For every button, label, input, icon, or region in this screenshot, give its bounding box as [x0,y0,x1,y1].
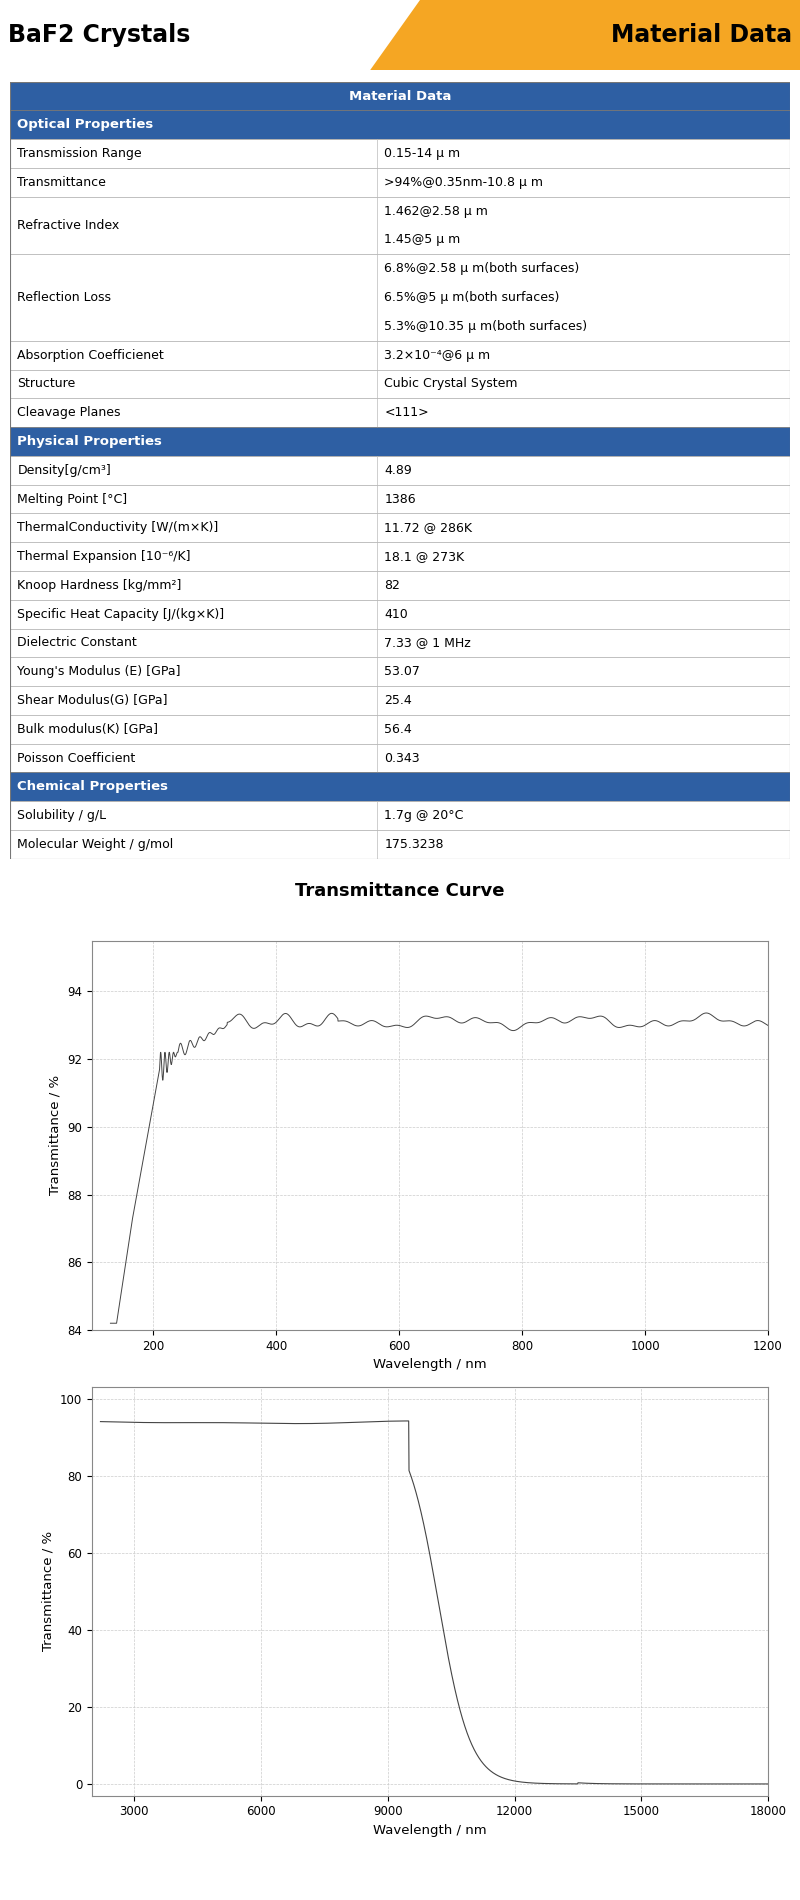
Bar [10,139,790,167]
Text: 3.2×10⁻⁴@6 μ m: 3.2×10⁻⁴@6 μ m [384,348,490,361]
Text: 6.5%@5 μ m(both surfaces): 6.5%@5 μ m(both surfaces) [384,291,560,304]
Text: 11.72 @ 286K: 11.72 @ 286K [384,521,472,534]
Bar [10,82,790,110]
Text: 7.33 @ 1 MHz: 7.33 @ 1 MHz [384,636,471,650]
Text: 82: 82 [384,580,400,593]
Text: 1386: 1386 [384,492,416,505]
Bar [10,110,790,139]
Bar [10,714,790,743]
Text: Poisson Coefficient: Poisson Coefficient [18,752,136,764]
Text: 1.45@5 μ m: 1.45@5 μ m [384,234,461,247]
Text: 0.343: 0.343 [384,752,420,764]
Text: Cleavage Planes: Cleavage Planes [18,407,121,420]
Text: 175.3238: 175.3238 [384,838,444,851]
Bar [10,340,790,369]
Bar [10,255,790,340]
Text: 53.07: 53.07 [384,665,420,678]
Text: Physical Properties: Physical Properties [18,435,162,448]
Text: 5.3%@10.35 μ m(both surfaces): 5.3%@10.35 μ m(both surfaces) [384,319,587,332]
Bar [10,167,790,198]
Text: Thermal Expansion [10⁻⁶/K]: Thermal Expansion [10⁻⁶/K] [18,551,191,562]
Bar [10,773,790,802]
Bar [10,830,790,859]
Text: Absorption Coefficienet: Absorption Coefficienet [18,348,164,361]
Text: Young's Modulus (E) [GPa]: Young's Modulus (E) [GPa] [18,665,181,678]
Text: Knoop Hardness [kg/mm²]: Knoop Hardness [kg/mm²] [18,580,182,593]
Text: Chemical Properties: Chemical Properties [18,781,169,794]
Bar [10,513,790,541]
Text: 18.1 @ 273K: 18.1 @ 273K [384,551,465,562]
Bar [10,686,790,714]
Bar [10,572,790,600]
Text: Cubic Crystal System: Cubic Crystal System [384,378,518,390]
Bar [10,743,790,773]
Text: Structure: Structure [18,378,76,390]
X-axis label: Wavelength / nm: Wavelength / nm [373,1358,487,1372]
Text: Solubility / g/L: Solubility / g/L [18,809,106,823]
Bar [10,657,790,686]
Polygon shape [370,0,800,70]
Bar [10,600,790,629]
Text: 25.4: 25.4 [384,694,412,707]
Text: Molecular Weight / g/mol: Molecular Weight / g/mol [18,838,174,851]
Bar [10,399,790,428]
Text: Density[g/cm³]: Density[g/cm³] [18,464,111,477]
Bar [10,542,790,572]
Text: Bulk modulus(K) [GPa]: Bulk modulus(K) [GPa] [18,722,158,735]
Text: Melting Point [°C]: Melting Point [°C] [18,492,127,505]
Text: 1.462@2.58 μ m: 1.462@2.58 μ m [384,205,488,218]
Bar [10,198,790,255]
Bar [10,369,790,399]
Text: 0.15-14 μ m: 0.15-14 μ m [384,146,461,160]
Text: 410: 410 [384,608,408,621]
Text: Shear Modulus(G) [GPa]: Shear Modulus(G) [GPa] [18,694,168,707]
Text: Dielectric Constant: Dielectric Constant [18,636,137,650]
Y-axis label: Transmittance / %: Transmittance / % [49,1075,62,1195]
Bar [10,484,790,513]
Text: Transmission Range: Transmission Range [18,146,142,160]
Text: Material Data: Material Data [349,89,451,103]
X-axis label: Wavelength / nm: Wavelength / nm [373,1824,487,1837]
Text: 1.7g @ 20°C: 1.7g @ 20°C [384,809,464,823]
Text: Optical Properties: Optical Properties [18,118,154,131]
Text: Material Data: Material Data [611,23,792,48]
Bar [10,629,790,657]
Bar [10,428,790,456]
Text: Reflection Loss: Reflection Loss [18,291,111,304]
Text: 56.4: 56.4 [384,722,412,735]
Text: ThermalConductivity [W/(m×K)]: ThermalConductivity [W/(m×K)] [18,521,218,534]
Text: Transmittance: Transmittance [18,177,106,188]
Text: 4.89: 4.89 [384,464,412,477]
Y-axis label: Transmittance / %: Transmittance / % [42,1531,54,1651]
Text: <111>: <111> [384,407,429,420]
Bar [10,456,790,484]
Text: BaF2 Crystals: BaF2 Crystals [8,23,190,48]
Text: 6.8%@2.58 μ m(both surfaces): 6.8%@2.58 μ m(both surfaces) [384,262,580,276]
Text: >94%@0.35nm-10.8 μ m: >94%@0.35nm-10.8 μ m [384,177,543,188]
Text: Transmittance Curve: Transmittance Curve [295,882,505,901]
Text: Refractive Index: Refractive Index [18,218,120,232]
Bar [10,802,790,830]
Text: Specific Heat Capacity [J/(kg×K)]: Specific Heat Capacity [J/(kg×K)] [18,608,225,621]
